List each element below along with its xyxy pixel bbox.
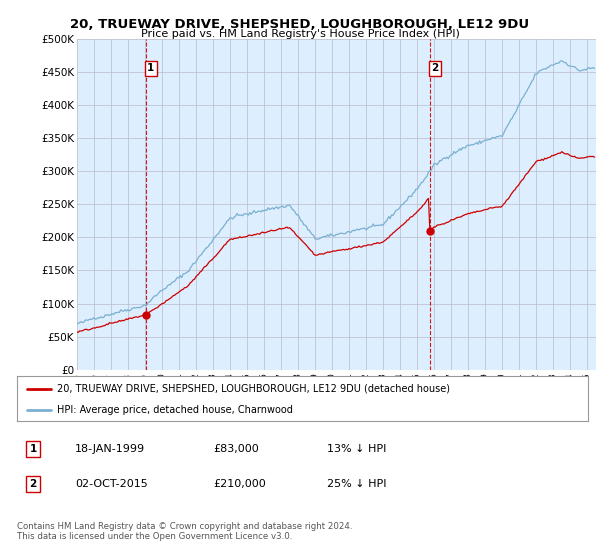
Text: 13% ↓ HPI: 13% ↓ HPI	[327, 444, 386, 454]
Text: £210,000: £210,000	[213, 479, 266, 489]
Text: 2: 2	[29, 479, 37, 489]
Text: 02-OCT-2015: 02-OCT-2015	[75, 479, 148, 489]
Text: 18-JAN-1999: 18-JAN-1999	[75, 444, 145, 454]
Text: Contains HM Land Registry data © Crown copyright and database right 2024.
This d: Contains HM Land Registry data © Crown c…	[17, 522, 352, 542]
Text: £83,000: £83,000	[213, 444, 259, 454]
Text: Price paid vs. HM Land Registry's House Price Index (HPI): Price paid vs. HM Land Registry's House …	[140, 29, 460, 39]
Text: HPI: Average price, detached house, Charnwood: HPI: Average price, detached house, Char…	[57, 405, 293, 415]
Text: 20, TRUEWAY DRIVE, SHEPSHED, LOUGHBOROUGH, LE12 9DU: 20, TRUEWAY DRIVE, SHEPSHED, LOUGHBOROUG…	[70, 18, 530, 31]
Text: 2: 2	[431, 63, 439, 73]
Text: 1: 1	[29, 444, 37, 454]
Text: 25% ↓ HPI: 25% ↓ HPI	[327, 479, 386, 489]
Text: 1: 1	[147, 63, 154, 73]
Text: 20, TRUEWAY DRIVE, SHEPSHED, LOUGHBOROUGH, LE12 9DU (detached house): 20, TRUEWAY DRIVE, SHEPSHED, LOUGHBOROUG…	[57, 384, 450, 394]
